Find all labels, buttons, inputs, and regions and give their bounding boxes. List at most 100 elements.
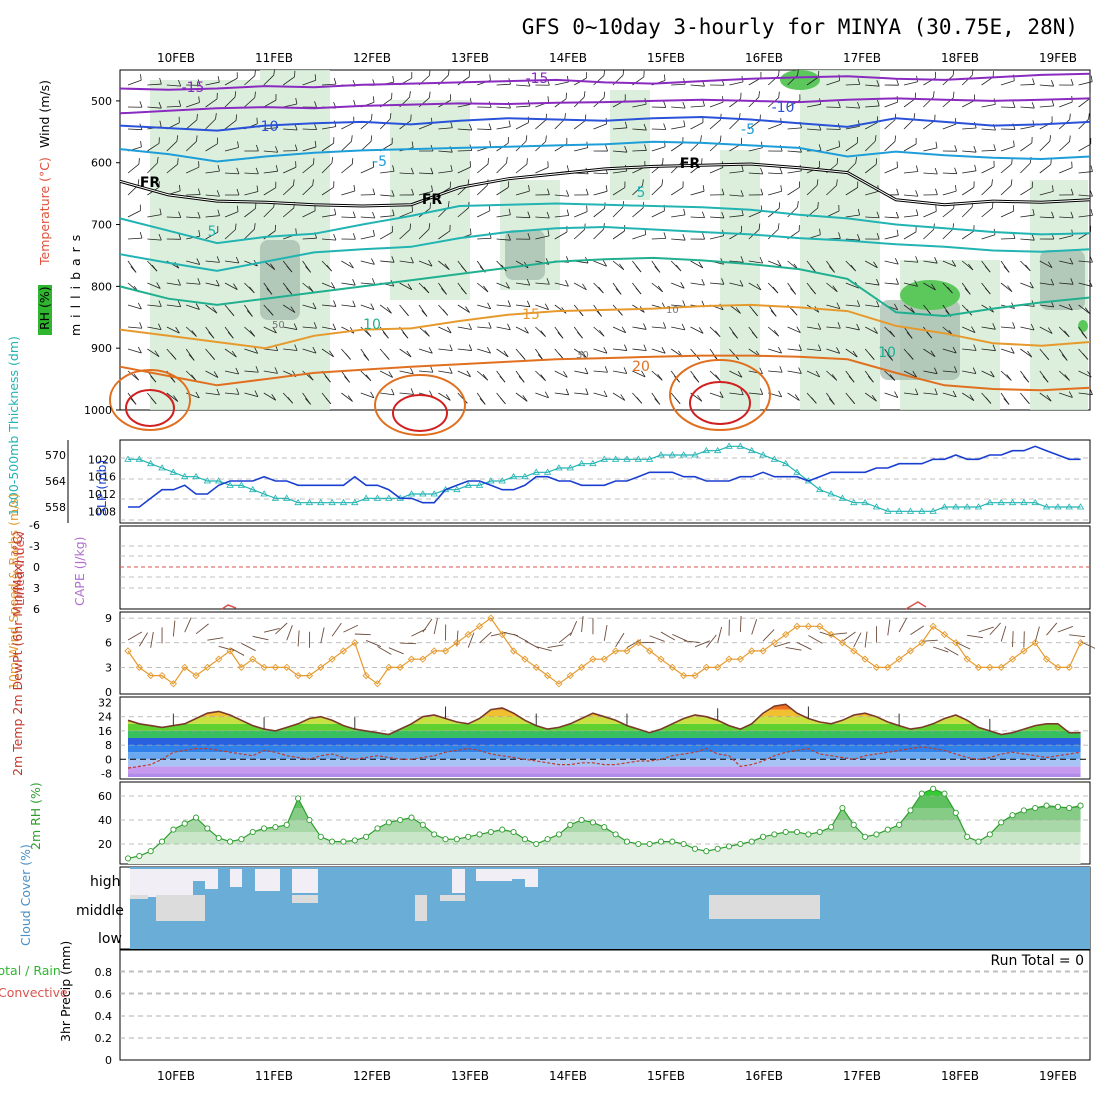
- wind-barb-flag: [170, 353, 177, 360]
- wind-barb: [205, 98, 218, 108]
- wind-barb: [787, 326, 801, 334]
- wind-barb-flag: [487, 346, 491, 354]
- wind-barb-flag: [314, 123, 317, 130]
- wind-barb-flag: [294, 344, 298, 351]
- wind-barb-flag: [1046, 394, 1052, 402]
- isotherm-line: [119, 202, 1091, 245]
- wind-barb: [515, 190, 530, 196]
- wind-barb-flag: [234, 91, 237, 98]
- rh2m-point: [748, 838, 755, 845]
- wind-barb-flag: [177, 158, 179, 165]
- wind-barb-flag: [934, 167, 938, 175]
- wind-barb-flag: [197, 211, 201, 219]
- wind-barb: [787, 127, 802, 130]
- wind-barb: [865, 326, 878, 334]
- wind-barb: [709, 282, 724, 285]
- wind-barb: [438, 260, 450, 271]
- wind-barb: [632, 185, 643, 196]
- wind-barb-flag: [140, 140, 142, 148]
- wind-barb-flag: [683, 208, 686, 215]
- top-date-label: 13FEB: [451, 51, 489, 65]
- wind-barb: [1059, 167, 1073, 174]
- wind-barb-flag: [985, 397, 992, 404]
- wind-barb: [651, 146, 666, 152]
- thickness-point: [906, 507, 915, 514]
- wind-barb: [1000, 185, 1012, 196]
- wind-barb-flag: [237, 141, 239, 148]
- wind-barb: [263, 326, 277, 334]
- wind-barb: [360, 282, 375, 285]
- wind-barb: [302, 185, 313, 196]
- rh2m-point: [397, 816, 404, 824]
- wind-barb-flag: [407, 283, 413, 290]
- wind-barb: [535, 216, 550, 219]
- thickness-point: [294, 498, 302, 506]
- wind-barb-flag: [333, 78, 337, 85]
- thickness-point: [1020, 498, 1028, 506]
- wind-barb: [1058, 119, 1070, 130]
- wind-barb: [573, 229, 585, 240]
- wind-barb-flag: [915, 256, 919, 263]
- wind-barb: [787, 170, 802, 174]
- thickness-point: [317, 498, 325, 506]
- wind-barb-flag: [871, 394, 877, 402]
- wind-barb-10m: [536, 646, 552, 652]
- slp-tick-label: 1020: [88, 453, 116, 466]
- stability-ylabels: Lifted Index CAPE (J/kg): [12, 532, 87, 606]
- wind-barb-flag: [325, 397, 332, 405]
- wind-barb-flag: [778, 346, 782, 354]
- wind-barb-flag: [216, 279, 220, 287]
- rh2m-point: [782, 828, 789, 836]
- wind-barb-flag: [1027, 350, 1033, 358]
- wind-barb: [1039, 216, 1054, 219]
- wind-barb-flag: [1090, 75, 1093, 82]
- wind-barb: [418, 172, 433, 175]
- wind-barb-flag: [1050, 278, 1055, 286]
- pressure-tick-label: 700: [91, 219, 112, 232]
- wind-barb-flag: [740, 256, 744, 263]
- wind-barb-flag: [524, 327, 529, 334]
- wind-barb-flag: [915, 209, 919, 216]
- wind-speed-point: [736, 655, 744, 663]
- wind-barb-flag: [913, 113, 916, 120]
- thickness-point: [611, 455, 620, 462]
- thickness-point: [1054, 503, 1062, 510]
- rh2m-point: [816, 828, 823, 836]
- wind-barb: [670, 187, 684, 196]
- wind-barb: [942, 370, 957, 373]
- rh2m-point: [975, 838, 982, 845]
- thickness-point: [736, 442, 745, 449]
- wind-barb: [671, 282, 685, 289]
- wind-barb: [341, 216, 356, 219]
- wind-barb: [865, 105, 880, 108]
- thickness-point: [747, 446, 756, 454]
- wind-barb-flag: [191, 330, 197, 337]
- rh-shading-moist: [900, 280, 960, 310]
- wind-barb: [476, 282, 489, 293]
- isotherm-line: [119, 256, 1091, 318]
- wind-barb-10m: [286, 625, 293, 641]
- wind-barb-flag: [779, 167, 783, 174]
- precip-tick-label: 0.4: [95, 1010, 113, 1023]
- precip-tick-label: 0.8: [95, 966, 113, 979]
- wind10m-panel: [119, 611, 1091, 695]
- cloud-middle-block: [415, 895, 427, 921]
- wind-barb-10m: [989, 622, 1001, 636]
- wind-barb-flag: [894, 135, 897, 142]
- wind-barb-flag: [295, 228, 297, 235]
- wind-barb: [205, 260, 220, 263]
- wind-barb-flag: [657, 285, 663, 293]
- wind-barb: [166, 392, 179, 402]
- wind-barb: [263, 170, 278, 174]
- precip-tick-label: 0: [105, 1054, 112, 1067]
- wind-barb: [244, 75, 256, 86]
- wind-barb: [205, 170, 220, 174]
- wind-barb: [476, 185, 488, 196]
- wind-barb-flag: [156, 157, 159, 164]
- wind-barb: [612, 392, 626, 401]
- wind-barb-flag: [489, 140, 491, 147]
- wind-barb-flag: [934, 388, 938, 395]
- thickness-point: [782, 459, 790, 467]
- wind-barb: [302, 282, 314, 293]
